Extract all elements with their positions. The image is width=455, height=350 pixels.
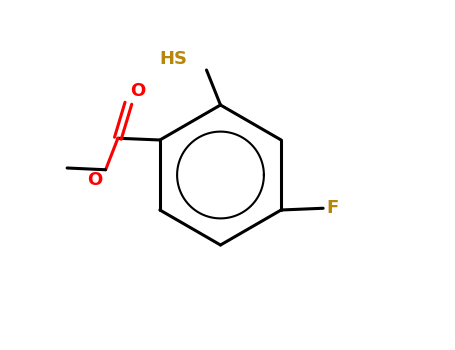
Text: F: F <box>326 199 338 217</box>
Text: HS: HS <box>159 50 187 68</box>
Text: O: O <box>130 83 146 100</box>
Text: O: O <box>87 172 102 189</box>
